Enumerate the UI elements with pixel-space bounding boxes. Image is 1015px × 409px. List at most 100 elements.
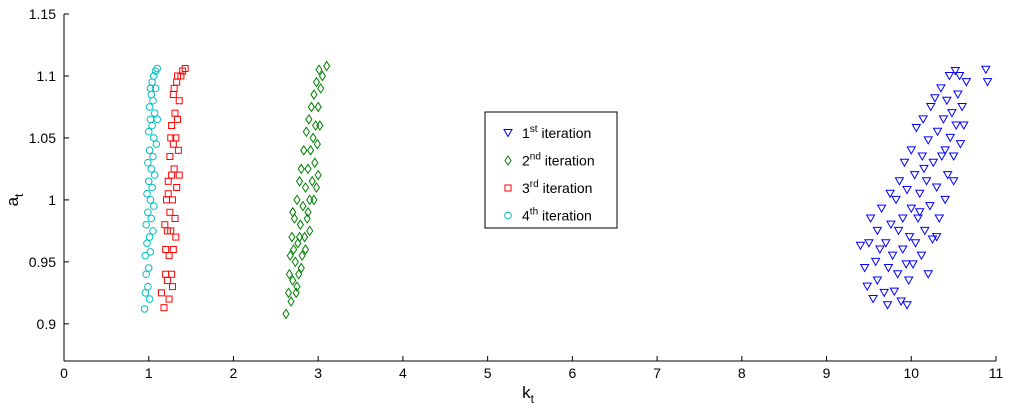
data-point bbox=[172, 134, 180, 142]
data-point bbox=[143, 189, 151, 198]
data-point bbox=[914, 189, 925, 199]
data-point bbox=[312, 76, 321, 88]
legend-marker-icon bbox=[504, 211, 512, 220]
data-point bbox=[872, 276, 883, 285]
data-point bbox=[957, 102, 967, 112]
data-point bbox=[902, 301, 912, 310]
data-point bbox=[864, 239, 874, 248]
data-point bbox=[150, 202, 158, 210]
data-point bbox=[921, 177, 932, 186]
data-point bbox=[961, 78, 972, 87]
data-point bbox=[891, 195, 901, 205]
data-point bbox=[308, 175, 316, 187]
data-point bbox=[953, 90, 963, 100]
legend-label: 1st iteration bbox=[522, 124, 591, 141]
data-point bbox=[855, 241, 866, 251]
data-point bbox=[292, 287, 300, 299]
data-point bbox=[883, 264, 894, 273]
data-point bbox=[171, 214, 179, 222]
data-point bbox=[302, 126, 310, 138]
data-point bbox=[314, 101, 322, 113]
x-tick-label: 3 bbox=[314, 365, 322, 381]
data-point bbox=[167, 227, 175, 235]
data-point bbox=[901, 260, 912, 269]
data-point bbox=[162, 245, 170, 253]
data-point bbox=[168, 196, 176, 204]
data-point bbox=[167, 134, 175, 142]
data-marks bbox=[140, 60, 993, 320]
data-point bbox=[311, 157, 319, 169]
data-point bbox=[144, 264, 153, 272]
data-point bbox=[295, 268, 303, 280]
data-point bbox=[958, 121, 969, 131]
data-point bbox=[169, 245, 177, 253]
legend-label: 3rd iteration bbox=[522, 179, 592, 196]
data-point bbox=[175, 97, 183, 105]
data-point bbox=[166, 153, 174, 161]
data-point bbox=[919, 226, 930, 236]
data-point bbox=[173, 78, 181, 86]
data-point bbox=[940, 146, 951, 155]
data-point bbox=[913, 214, 923, 223]
data-point bbox=[886, 220, 896, 230]
data-point bbox=[312, 120, 320, 131]
data-point bbox=[903, 276, 914, 285]
y-tick-label: 0.9 bbox=[37, 316, 57, 332]
data-point bbox=[879, 288, 890, 298]
data-point bbox=[168, 270, 176, 278]
x-tick-label: 8 bbox=[738, 365, 746, 381]
data-point bbox=[899, 158, 910, 168]
data-point bbox=[313, 138, 321, 150]
x-axis-label: kt bbox=[522, 383, 535, 406]
legend-marker-icon bbox=[504, 155, 512, 166]
data-point bbox=[181, 65, 189, 73]
data-point bbox=[143, 239, 151, 248]
data-point bbox=[165, 252, 173, 260]
data-point bbox=[293, 281, 301, 293]
data-point bbox=[306, 225, 314, 237]
legend-marker-icon bbox=[503, 129, 513, 138]
data-point bbox=[902, 185, 912, 195]
y-tick-label: 1 bbox=[48, 192, 56, 208]
data-point bbox=[917, 152, 928, 162]
data-point bbox=[934, 214, 945, 223]
data-point bbox=[876, 204, 887, 214]
data-point bbox=[859, 264, 870, 273]
data-point bbox=[919, 164, 929, 174]
data-point bbox=[172, 233, 180, 241]
data-point bbox=[932, 127, 943, 137]
data-point bbox=[149, 227, 157, 235]
data-point bbox=[161, 221, 169, 229]
data-point bbox=[916, 251, 927, 261]
legend-label: 4th iteration bbox=[522, 207, 592, 224]
data-point bbox=[289, 275, 297, 286]
data-point bbox=[150, 171, 159, 179]
data-point bbox=[925, 102, 936, 112]
data-point bbox=[889, 287, 900, 297]
data-point bbox=[306, 144, 315, 156]
legend-item-2: 2nd iteration bbox=[504, 152, 595, 169]
data-point bbox=[295, 175, 304, 187]
data-point bbox=[310, 194, 318, 206]
data-point bbox=[144, 208, 152, 217]
data-point bbox=[166, 208, 174, 216]
data-point bbox=[169, 140, 177, 148]
data-point bbox=[870, 257, 881, 267]
data-point bbox=[290, 244, 298, 255]
data-point bbox=[170, 84, 178, 92]
data-point bbox=[887, 251, 898, 261]
data-point bbox=[288, 231, 296, 243]
data-point bbox=[146, 115, 155, 124]
legend-label: 2nd iteration bbox=[522, 152, 595, 169]
data-point bbox=[948, 177, 959, 186]
data-point bbox=[140, 305, 149, 313]
data-point bbox=[301, 244, 310, 255]
data-point bbox=[174, 115, 182, 123]
data-point bbox=[282, 308, 290, 320]
data-point bbox=[944, 71, 955, 81]
data-point bbox=[299, 200, 307, 212]
data-point bbox=[980, 65, 991, 75]
data-point bbox=[142, 270, 150, 279]
data-point bbox=[153, 115, 161, 124]
